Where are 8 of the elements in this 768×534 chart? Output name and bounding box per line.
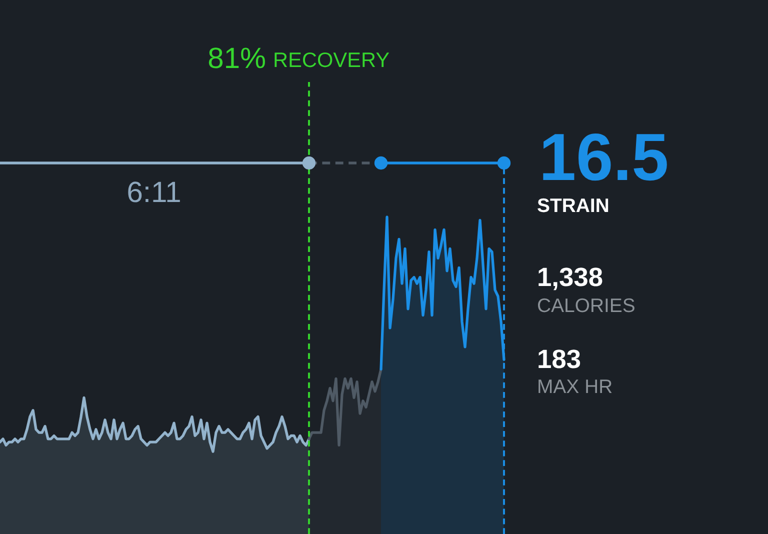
text: MAX HR [538, 380, 612, 393]
text: 6:11 [128, 182, 180, 202]
text: 183 [538, 350, 580, 368]
text: 81% RECOVERY [208, 48, 390, 68]
text: CALORIES [538, 298, 634, 312]
text: 1,338 [538, 268, 602, 290]
text: 16.5 [543, 133, 667, 181]
text: STRAIN [538, 198, 608, 212]
